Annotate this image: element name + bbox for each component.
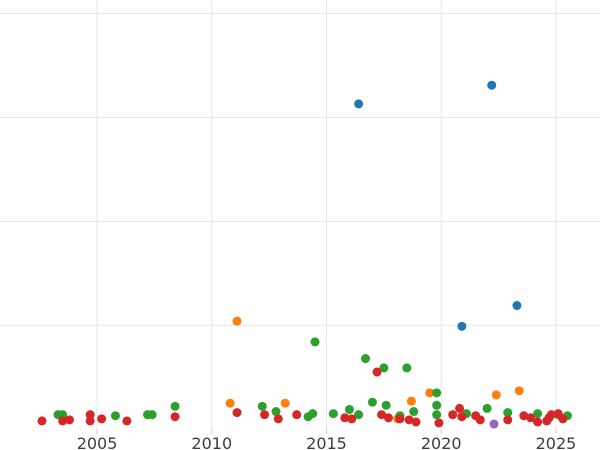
data-point-orange	[491, 390, 501, 400]
data-point-green	[147, 410, 157, 420]
data-point-blue	[487, 80, 497, 90]
data-point-green	[354, 410, 364, 420]
data-point-green	[402, 363, 412, 373]
data-point-red	[503, 415, 513, 425]
data-point-red	[122, 416, 132, 426]
data-point-green	[503, 408, 513, 418]
data-point-purple	[489, 419, 499, 429]
data-point-green	[310, 337, 320, 347]
data-point-orange	[425, 388, 435, 398]
data-point-red	[260, 410, 270, 420]
data-point-red	[85, 416, 95, 426]
data-point-red	[383, 413, 393, 423]
data-point-red	[455, 403, 465, 413]
data-point-red	[526, 413, 536, 423]
data-point-red	[347, 414, 357, 424]
data-point-red	[558, 414, 568, 424]
data-point-red	[292, 410, 302, 420]
data-point-green	[409, 407, 419, 417]
data-point-green	[271, 407, 281, 417]
data-point-red	[37, 416, 47, 426]
data-point-red	[65, 415, 75, 425]
data-point-green	[432, 400, 442, 410]
data-point-green	[170, 401, 180, 411]
data-point-green	[367, 397, 377, 407]
data-point-red	[404, 415, 414, 425]
data-point-green	[432, 410, 442, 420]
x-tick-label: 2025	[536, 434, 577, 450]
data-point-green	[328, 409, 338, 419]
data-point-red	[475, 415, 485, 425]
data-point-red	[377, 410, 387, 420]
data-point-green	[110, 411, 120, 421]
data-point-red	[97, 414, 107, 424]
data-point-green	[257, 401, 267, 411]
data-point-green	[344, 404, 354, 414]
data-point-green	[432, 388, 442, 398]
data-point-green	[482, 403, 492, 413]
data-point-green	[379, 363, 389, 373]
data-point-blue	[354, 99, 364, 109]
x-tick-label: 2005	[77, 434, 118, 450]
data-point-red	[273, 414, 283, 424]
data-point-orange	[225, 398, 235, 408]
data-point-orange	[406, 396, 416, 406]
data-point-red	[85, 410, 95, 420]
data-point-red	[411, 417, 421, 427]
data-point-green	[308, 409, 318, 419]
data-point-green	[361, 354, 371, 364]
data-point-blue	[512, 301, 522, 311]
data-point-red	[533, 417, 543, 427]
x-tick-label: 2010	[191, 434, 232, 450]
data-point-orange	[232, 316, 242, 326]
data-point-red	[448, 410, 458, 420]
data-point-orange	[514, 386, 524, 396]
data-point-red	[519, 411, 529, 421]
data-point-red	[457, 412, 467, 422]
data-point-red	[340, 413, 350, 423]
data-point-red	[434, 418, 444, 428]
x-tick-label: 2020	[421, 434, 462, 450]
data-point-red	[232, 408, 242, 418]
data-point-red	[58, 416, 68, 426]
data-point-red	[170, 412, 180, 422]
data-point-red	[546, 410, 556, 420]
data-point-blue	[457, 321, 467, 331]
data-point-red	[372, 367, 382, 377]
data-point-red	[395, 414, 405, 424]
data-point-orange	[280, 398, 290, 408]
data-point-green	[533, 409, 543, 419]
x-tick-label: 2015	[306, 434, 347, 450]
data-point-green	[381, 400, 391, 410]
data-point-green	[58, 410, 68, 420]
